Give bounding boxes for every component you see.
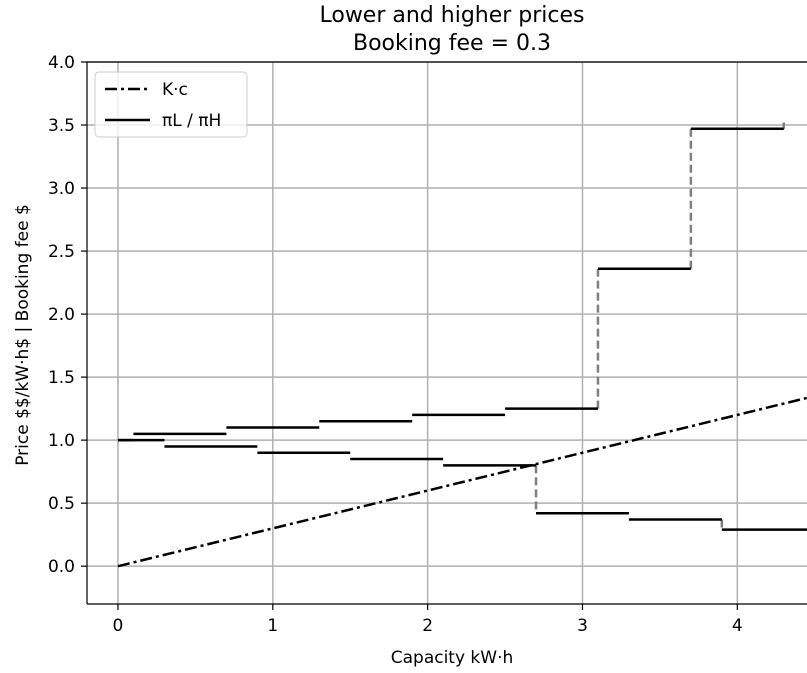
y-tick-label: 4.0: [48, 53, 75, 73]
y-tick-label: 3.0: [48, 179, 75, 199]
x-tick-label: 0: [113, 616, 124, 636]
legend-label-kc: K·c: [162, 80, 188, 100]
x-tick-label: 2: [422, 616, 433, 636]
x-axis-label: Capacity kW·h: [391, 648, 514, 668]
grid: [87, 61, 807, 604]
ticks: 0 1 2 3 4 0.0 0.5 1.0 1.5 2.0 2.5 3.0 3.5 4.0: [48, 53, 743, 636]
y-tick-label: 2.5: [48, 242, 75, 262]
y-tick-label: 3.5: [48, 116, 75, 136]
y-tick-label: 2.0: [48, 305, 75, 325]
axes: [86, 61, 807, 605]
y-axis-label: Price $$/kW·h$ | Booking fee $: [13, 204, 33, 466]
chart-title-line-2: Booking fee = 0.3: [353, 31, 551, 56]
legend-label-prices: πL / πH: [162, 111, 221, 131]
x-tick-label: 3: [577, 616, 588, 636]
chart-title-line-1: Lower and higher prices: [319, 3, 584, 28]
y-tick-label: 0.0: [48, 557, 75, 577]
y-tick-label: 0.5: [48, 494, 75, 514]
plot-area: [117, 122, 807, 568]
y-tick-label: 1.0: [48, 431, 75, 451]
legend: K·c πL / πH: [94, 71, 248, 138]
y-tick-label: 1.5: [48, 368, 75, 388]
x-tick-label: 4: [732, 616, 743, 636]
x-tick-label: 1: [267, 616, 278, 636]
series-line-kc: [117, 396, 807, 568]
